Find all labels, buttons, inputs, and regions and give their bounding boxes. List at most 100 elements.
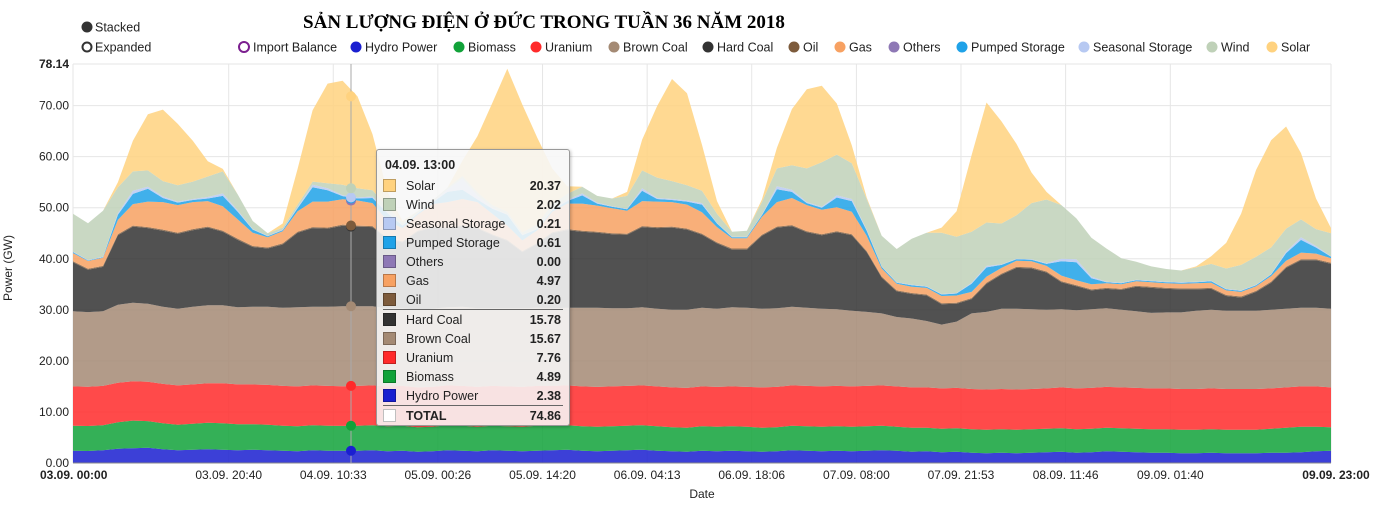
legend-swatch — [788, 41, 800, 53]
tooltip-rows: Solar 20.37 Wind 2.02 Seasonal Storage 0.21 Pu… — [377, 176, 569, 425]
tooltip-row-gas: Gas 4.97 — [377, 271, 569, 290]
tooltip-series-value: 74.86 — [529, 408, 561, 423]
legend-label: Others — [903, 41, 941, 55]
y-tick-label: 0.00 — [46, 456, 70, 470]
x-tick-label: 06.09. 04:13 — [614, 468, 681, 482]
mode-option-stacked[interactable]: Stacked — [81, 21, 141, 35]
tooltip-row-hydro-power: Hydro Power 2.38 — [377, 386, 569, 405]
legend-swatch — [834, 41, 846, 53]
legend-label: Solar — [1281, 41, 1310, 55]
tooltip-row-biomass: Biomass 4.89 — [377, 367, 569, 386]
legend-item-pumped-storage[interactable]: Pumped Storage — [956, 41, 1065, 55]
legend-swatch — [608, 41, 620, 53]
tooltip-series-value: 15.67 — [529, 331, 561, 346]
area-uranium[interactable] — [73, 381, 1331, 430]
area-hydro-power[interactable] — [73, 447, 1331, 463]
x-tick-label: 09.09. 01:40 — [1137, 468, 1204, 482]
tooltip-series-name: Pumped Storage — [406, 235, 500, 250]
legend-label: Hydro Power — [365, 41, 437, 55]
tooltip-row-seasonal-storage: Seasonal Storage 0.21 — [377, 214, 569, 233]
legend-item-gas[interactable]: Gas — [834, 41, 872, 55]
legend-item-hard-coal[interactable]: Hard Coal — [702, 41, 774, 55]
y-axis-title: Power (GW) — [1, 235, 15, 301]
y-tick-label: 30.00 — [39, 303, 69, 317]
x-tick-label: 07.09. 21:53 — [928, 468, 995, 482]
tooltip-swatch — [383, 293, 396, 306]
legend-item-wind[interactable]: Wind — [1206, 41, 1250, 55]
tooltip-row-total: TOTAL 74.86 — [383, 405, 563, 425]
mode-option-expanded[interactable]: Expanded — [81, 41, 152, 55]
tooltip-row-pumped-storage: Pumped Storage 0.61 — [377, 233, 569, 252]
chart-title: SẢN LƯỢNG ĐIỆN Ở ĐỨC TRONG TUẦN 36 NĂM 2… — [303, 11, 785, 33]
tooltip-series-name: Hard Coal — [406, 312, 463, 327]
tooltip-row-hard-coal: Hard Coal 15.78 — [383, 309, 563, 329]
tooltip-row-brown-coal: Brown Coal 15.67 — [377, 329, 569, 348]
tooltip-series-name: Hydro Power — [406, 388, 479, 403]
legend-item-import-balance[interactable]: Import Balance — [238, 41, 337, 55]
legend-label: Wind — [1221, 41, 1250, 55]
area-biomass[interactable] — [73, 420, 1331, 454]
tooltip-swatch — [383, 255, 396, 268]
tooltip-series-name: Solar — [406, 178, 436, 193]
marker-dot-wind — [346, 183, 356, 194]
tooltip-series-name: Gas — [406, 273, 429, 288]
tooltip-series-value: 0.61 — [536, 235, 561, 250]
area-brown-coal[interactable] — [73, 302, 1331, 390]
legend-label: Brown Coal — [623, 41, 688, 55]
x-tick-label: 05.09. 14:20 — [509, 468, 576, 482]
area-solar[interactable] — [73, 68, 1331, 271]
tooltip-series-name: Biomass — [406, 369, 454, 384]
tooltip-title: 04.09. 13:00 — [385, 158, 456, 172]
legend-label: Uranium — [545, 41, 592, 55]
tooltip-series-value: 0.21 — [536, 216, 561, 231]
tooltip-row-others: Others 0.00 — [377, 252, 569, 271]
mode-toggle[interactable]: Stacked Expanded — [81, 21, 152, 55]
legend-item-hydro-power[interactable]: Hydro Power — [350, 41, 438, 55]
legend-swatch — [1078, 41, 1090, 53]
legend-label: Import Balance — [253, 41, 337, 55]
legend-swatch — [1206, 41, 1218, 53]
chart-legend: Import Balance Hydro Power Biomass Uranium B… — [238, 41, 1311, 55]
tooltip-series-value: 15.78 — [529, 312, 561, 327]
tooltip-swatch — [383, 274, 396, 287]
tooltip-series-value: 20.37 — [529, 178, 561, 193]
legend-swatch — [702, 41, 714, 53]
legend-swatch — [956, 41, 968, 53]
tooltip-swatch — [383, 313, 396, 326]
x-tick-label: 06.09. 18:06 — [718, 468, 785, 482]
legend-label: Biomass — [468, 41, 516, 55]
tooltip-series-name: Oil — [406, 292, 422, 307]
y-tick-label: 10.00 — [39, 405, 69, 419]
legend-label: Hard Coal — [717, 41, 773, 55]
tooltip-series-value: 0.00 — [536, 254, 561, 269]
radio-selected-icon — [81, 21, 93, 33]
y-tick-label: 70.00 — [39, 99, 69, 113]
tooltip-swatch — [383, 389, 396, 402]
tooltip-series-value: 4.97 — [536, 273, 561, 288]
x-tick-label: 09.09. 23:00 — [1302, 468, 1370, 482]
legend-item-seasonal-storage[interactable]: Seasonal Storage — [1078, 41, 1193, 55]
marker-dot-oil — [346, 220, 356, 231]
stacked-areas[interactable] — [73, 68, 1331, 463]
mode-label: Stacked — [95, 21, 140, 35]
legend-label: Oil — [803, 41, 818, 55]
legend-item-others[interactable]: Others — [888, 41, 941, 55]
area-wind[interactable] — [73, 154, 1331, 294]
legend-item-brown-coal[interactable]: Brown Coal — [608, 41, 688, 55]
x-tick-label: 03.09. 20:40 — [195, 468, 262, 482]
tooltip-swatch — [383, 236, 396, 249]
legend-swatch — [350, 41, 362, 53]
legend-item-solar[interactable]: Solar — [1266, 41, 1311, 55]
legend-swatch — [530, 41, 542, 53]
tooltip-swatch — [383, 179, 396, 192]
x-axis-title: Date — [689, 487, 715, 501]
legend-item-uranium[interactable]: Uranium — [530, 41, 593, 55]
legend-item-biomass[interactable]: Biomass — [453, 41, 516, 55]
marker-dot-brown-coal — [346, 301, 356, 312]
axes: 0.00 10.00 20.00 30.00 40.00 50.00 60.00 70.00 7… — [39, 57, 1370, 482]
legend-swatch — [888, 41, 900, 53]
legend-item-oil[interactable]: Oil — [788, 41, 819, 55]
tooltip-swatch — [383, 332, 396, 345]
tooltip-row-wind: Wind 2.02 — [377, 195, 569, 214]
